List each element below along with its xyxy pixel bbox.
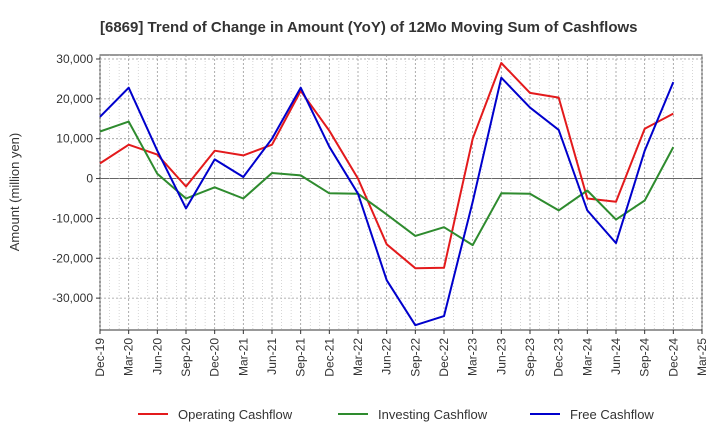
legend: Operating Cashflow Investing Cashflow Free…	[138, 407, 654, 422]
x-tick-label: Jun-22	[380, 338, 394, 375]
series-line-1	[99, 62, 674, 270]
x-tick-label: Sep-23	[523, 338, 537, 377]
x-tick-label: Jun-21	[265, 338, 279, 375]
x-tick-label: Sep-20	[179, 338, 193, 377]
grid-lines	[99, 55, 703, 330]
x-tick-label: Sep-21	[294, 338, 308, 377]
y-tick-label: 20,000	[56, 92, 93, 106]
x-tick-label: Mar-23	[466, 338, 480, 376]
x-tick-label: Mar-25	[695, 338, 709, 376]
legend-label-2: Investing Cashflow	[378, 407, 488, 422]
x-tick-label: Jun-23	[494, 338, 508, 375]
plot-area	[99, 54, 703, 331]
x-tick-label: Sep-22	[408, 338, 422, 377]
x-tick-label: Dec-24	[666, 338, 680, 377]
x-tick-label: Jun-20	[150, 338, 164, 375]
x-tick-label: Mar-20	[122, 338, 136, 376]
x-tick-label: Dec-23	[552, 338, 566, 377]
x-tick-label: Dec-22	[437, 338, 451, 377]
legend-label-3: Free Cashflow	[570, 407, 654, 422]
y-tick-label: -10,000	[52, 211, 93, 225]
y-axis-ticks: 30,000 20,000 10,000 0 -10,000 -20,000 -30,000	[52, 52, 100, 305]
chart-title: [6869] Trend of Change in Amount (YoY) o…	[100, 19, 638, 36]
x-tick-label: Dec-21	[322, 338, 336, 377]
series-lines	[99, 62, 675, 327]
y-tick-label: 0	[86, 172, 93, 186]
x-tick-label: Dec-19	[93, 338, 107, 377]
series-line-2	[99, 120, 675, 247]
x-tick-label: Jun-24	[609, 338, 623, 375]
x-tick-label: Mar-22	[351, 338, 365, 376]
x-tick-label: Mar-21	[236, 338, 250, 376]
y-axis-label: Amount (million yen)	[7, 133, 22, 252]
x-tick-label: Mar-24	[580, 338, 594, 376]
x-tick-label: Sep-24	[638, 338, 652, 377]
legend-label-1: Operating Cashflow	[178, 407, 293, 422]
series-line-3	[99, 76, 675, 327]
y-tick-label: -20,000	[52, 251, 93, 265]
x-axis-ticks: Dec-19 Mar-20 Jun-20 Sep-20 Dec-20 Mar-21 Jun-…	[93, 330, 709, 377]
y-tick-label: 10,000	[56, 132, 93, 146]
y-tick-label: 30,000	[56, 52, 93, 66]
y-tick-label: -30,000	[52, 291, 93, 305]
x-tick-label: Dec-20	[208, 338, 222, 377]
